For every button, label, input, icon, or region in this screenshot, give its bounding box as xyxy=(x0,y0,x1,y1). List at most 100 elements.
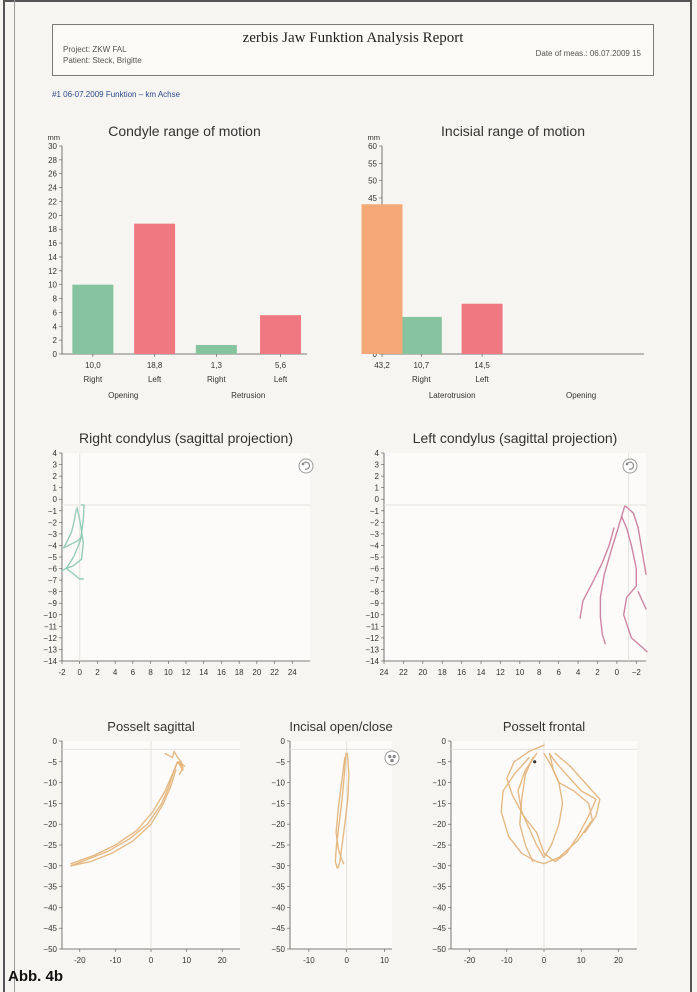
y-tick-label: −25 xyxy=(43,841,57,850)
y-tick-label: 16 xyxy=(48,239,57,248)
y-tick-label: −5 xyxy=(276,758,286,767)
icon-arrow xyxy=(302,461,311,470)
bar-chart: mm05101520253035404550556010,7Right14,5L… xyxy=(361,133,644,400)
motion-trace xyxy=(61,506,85,572)
motion-trace xyxy=(63,508,77,549)
motion-trace xyxy=(70,761,186,865)
y-tick-label: 0 xyxy=(373,350,378,359)
group-label: Laterotrusion xyxy=(429,391,476,400)
x-tick-label: 10 xyxy=(515,668,524,677)
y-tick-label: −1 xyxy=(48,507,58,516)
bar-side-label: Left xyxy=(274,375,288,384)
y-tick-label: −15 xyxy=(432,799,446,808)
y-tick-label: −9 xyxy=(48,599,58,608)
x-tick-label: 0 xyxy=(542,956,547,965)
motion-trace xyxy=(517,752,564,859)
bar-value-label: 1,3 xyxy=(211,361,223,370)
bar-side-label: Left xyxy=(148,375,162,384)
x-tick-label: 0 xyxy=(77,668,82,677)
y-tick-label: −5 xyxy=(48,758,58,767)
plot-area xyxy=(384,453,646,661)
y-tick-label: 55 xyxy=(368,159,377,168)
x-tick-label: -20 xyxy=(464,956,476,965)
bar-value-label: 14,5 xyxy=(474,361,490,370)
y-tick-label: −50 xyxy=(432,945,446,954)
bar xyxy=(461,303,503,354)
frame-border-right xyxy=(690,0,692,992)
y-tick-label: −6 xyxy=(48,565,58,574)
chart-title: Incisal open/close xyxy=(289,719,392,734)
y-tick-label: −20 xyxy=(432,820,446,829)
y-tick-label: −3 xyxy=(370,530,380,539)
y-tick-label: −8 xyxy=(370,588,380,597)
y-tick-label: −15 xyxy=(43,799,57,808)
bar xyxy=(361,204,403,354)
x-tick-label: 18 xyxy=(235,668,244,677)
rotation-icon xyxy=(622,458,638,474)
measurement-date: Date of meas.: 06.07.2009 15 xyxy=(535,49,641,58)
trace-plot: 0 −5 −10 −15 −20 −25 −30 −35 −40 −45 −50 -20 -10 0 10 2… xyxy=(43,737,240,965)
x-tick-label: 20 xyxy=(614,956,623,965)
y-tick-label: −13 xyxy=(43,645,57,654)
motion-trace xyxy=(621,515,648,653)
y-tick-label: 12 xyxy=(48,267,57,276)
y-tick-label: 8 xyxy=(53,295,58,304)
y-tick-label: 1 xyxy=(53,484,58,493)
x-tick-label: 8 xyxy=(537,668,542,677)
motion-trace xyxy=(334,752,347,869)
y-tick-label: −50 xyxy=(43,945,57,954)
motion-trace xyxy=(70,769,177,867)
chart-title: Left condylus (sagittal projection) xyxy=(413,430,618,446)
y-tick-label: 24 xyxy=(48,184,57,193)
y-tick-label: 20 xyxy=(48,211,57,220)
x-tick-label: 4 xyxy=(576,668,581,677)
y-tick-label: −3 xyxy=(48,530,58,539)
measurement-subheading: #1 06-07.2009 Funktion – km Achse xyxy=(52,90,181,99)
y-tick-label: −12 xyxy=(43,634,57,643)
y-tick-label: 26 xyxy=(48,170,57,179)
trace-plot: 0 −5 −10 −15 −20 −25 −30 −35 −40 −45 −50 -20 -10 0 10 2… xyxy=(432,737,637,965)
x-tick-label: 10 xyxy=(182,956,191,965)
bar xyxy=(195,344,237,354)
y-tick-label: −7 xyxy=(48,576,58,585)
motion-trace xyxy=(500,744,597,865)
x-tick-label: 0 xyxy=(344,956,349,965)
y-tick-label: −13 xyxy=(365,645,379,654)
x-tick-label: 16 xyxy=(217,668,226,677)
icon-dot xyxy=(625,462,629,466)
y-tick-label: 0 xyxy=(375,495,380,504)
icon-dot xyxy=(388,754,392,759)
bar xyxy=(72,284,114,354)
chart-title: Incisial range of motion xyxy=(441,123,585,139)
report-header: zerbis Jaw Funktion Analysis Report Proj… xyxy=(52,24,654,76)
x-tick-label: 20 xyxy=(418,668,427,677)
x-tick-label: 18 xyxy=(438,668,447,677)
y-tick-label: −11 xyxy=(44,622,58,631)
y-tick-label: 10 xyxy=(48,281,57,290)
bar-value-label: 18,8 xyxy=(147,361,163,370)
motion-trace xyxy=(337,752,350,869)
y-tick-label: −10 xyxy=(271,779,285,788)
icon-dot xyxy=(390,758,394,763)
x-tick-label: 8 xyxy=(148,668,153,677)
motion-trace xyxy=(70,761,184,867)
motion-trace xyxy=(599,505,626,645)
trace-plot: 0 −5 −10 −15 −20 −25 −30 −35 −40 −45 −50 -10 0 10 xyxy=(271,737,400,965)
y-axis-label: mm xyxy=(368,133,381,142)
chart-title: Condyle range of motion xyxy=(108,123,261,139)
y-tick-label: −50 xyxy=(271,945,285,954)
x-tick-label: 4 xyxy=(113,668,118,677)
project-label: Project: ZKW FAL xyxy=(63,45,127,54)
y-tick-label: 2 xyxy=(53,336,58,345)
y-tick-label: 1 xyxy=(375,484,380,493)
bar xyxy=(260,315,302,354)
x-tick-label: 0 xyxy=(615,668,620,677)
motion-trace xyxy=(335,756,346,865)
frame-border-top xyxy=(4,0,692,2)
y-tick-label: −40 xyxy=(432,903,446,912)
x-tick-label: 14 xyxy=(199,668,208,677)
y-tick-label: −4 xyxy=(48,541,58,550)
y-tick-label: −1 xyxy=(370,507,380,516)
y-tick-label: 18 xyxy=(48,225,57,234)
